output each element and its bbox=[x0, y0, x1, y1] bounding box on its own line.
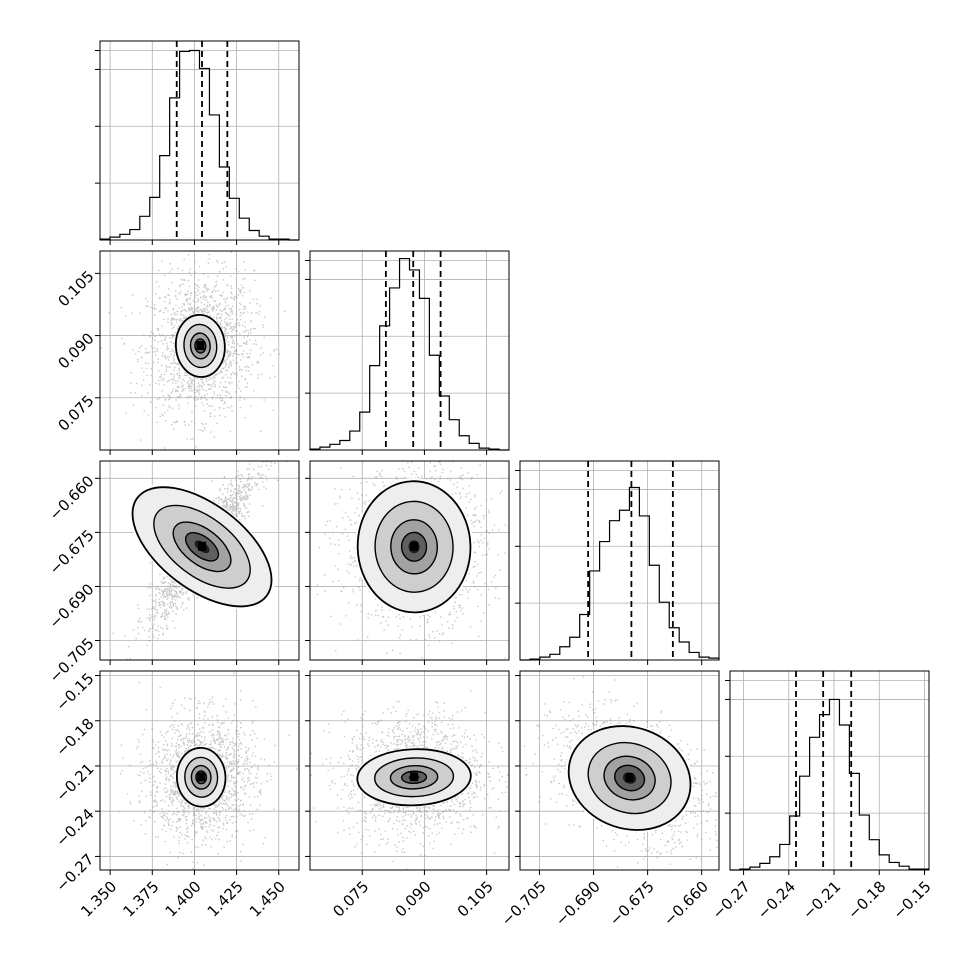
x-tick-label: −0.27 bbox=[709, 878, 754, 923]
panel-content bbox=[100, 461, 299, 660]
density-peak bbox=[410, 772, 419, 782]
histogram-panel-1 bbox=[95, 40, 300, 245]
x-tick-label: 1.350 bbox=[77, 878, 120, 921]
panel-frame bbox=[99, 670, 300, 871]
x-tick-label: −0.18 bbox=[844, 878, 889, 923]
panel-frame bbox=[99, 40, 300, 241]
density-peak bbox=[198, 541, 207, 551]
contour-line bbox=[153, 504, 251, 589]
histogram-steps bbox=[520, 486, 720, 661]
contour-line bbox=[374, 500, 454, 593]
x-tick-label: 0.105 bbox=[454, 878, 497, 921]
x-tick-label: 1.400 bbox=[162, 878, 205, 921]
contour-line bbox=[184, 756, 219, 798]
x-tick-label: 0.090 bbox=[392, 878, 435, 921]
x-tick-label: −0.660 bbox=[660, 878, 712, 930]
y-tick-label: 0.075 bbox=[54, 392, 97, 435]
contour-line bbox=[174, 313, 226, 378]
histogram-steps bbox=[99, 49, 299, 241]
x-tick-label: 1.375 bbox=[119, 878, 162, 921]
contour-line bbox=[603, 755, 656, 801]
histogram-panel-2 bbox=[305, 250, 510, 455]
contour-line bbox=[175, 747, 227, 808]
contour-line bbox=[131, 486, 273, 608]
panel-frame bbox=[519, 460, 720, 661]
panel-frame bbox=[729, 670, 930, 871]
scatter-panel-4-2: 0.075 0.090 0.105 bbox=[305, 670, 510, 921]
panel-frame bbox=[99, 250, 300, 451]
contour-line bbox=[373, 757, 455, 798]
contour-line bbox=[189, 332, 211, 360]
contour-line bbox=[587, 741, 672, 815]
contour-line bbox=[567, 725, 692, 831]
x-tick-label: −0.705 bbox=[498, 878, 550, 930]
contour-line bbox=[400, 531, 428, 562]
scatter-panel-4-1: 1.350 1.375 1.400 1.425 1.450 −0.27−0.24−0.21… bbox=[52, 669, 300, 921]
contour-line bbox=[190, 764, 212, 790]
scatter-panel-2-1: 0.075 0.090 0.105 bbox=[54, 250, 300, 455]
y-tick-label: 0.105 bbox=[54, 267, 97, 310]
histogram-steps bbox=[309, 257, 509, 451]
x-tick-label: 1.450 bbox=[246, 878, 289, 921]
y-tick-label: −0.27 bbox=[52, 850, 97, 895]
contour-line bbox=[172, 521, 232, 573]
contour-line bbox=[184, 532, 220, 562]
histogram-panel-4: −0.27 −0.24 −0.21 −0.18 −0.15 bbox=[709, 670, 935, 923]
scatter-panel-3-2 bbox=[305, 460, 510, 665]
x-tick-label: 0.075 bbox=[329, 878, 372, 921]
density-peak bbox=[197, 772, 206, 782]
y-tick-label: −0.21 bbox=[52, 760, 97, 805]
density-peak bbox=[410, 541, 419, 551]
contour-line bbox=[195, 770, 208, 785]
contour-line bbox=[356, 748, 472, 807]
y-tick-label: −0.675 bbox=[46, 526, 98, 578]
x-tick-label: −0.15 bbox=[889, 878, 934, 923]
y-tick-label: −0.24 bbox=[52, 805, 97, 850]
y-tick-label: −0.18 bbox=[52, 715, 97, 760]
contour-line bbox=[400, 770, 428, 785]
scatter-panel-3-1: −0.705−0.690−0.675−0.660 bbox=[46, 460, 300, 686]
panel-content bbox=[310, 671, 509, 870]
panel-frame bbox=[309, 460, 510, 661]
density-peak bbox=[196, 340, 205, 350]
x-tick-label: −0.24 bbox=[754, 878, 799, 923]
contour-line bbox=[390, 519, 438, 575]
contour-line bbox=[356, 480, 472, 614]
density-peak bbox=[625, 773, 634, 783]
panel-frame bbox=[309, 250, 510, 451]
panel-frame bbox=[99, 460, 300, 661]
contour-line bbox=[389, 764, 439, 790]
x-tick-label: −0.675 bbox=[606, 878, 658, 930]
panel-content bbox=[310, 461, 509, 660]
panel-content bbox=[520, 671, 719, 870]
panel-frame bbox=[519, 670, 720, 871]
x-tick-label: −0.21 bbox=[799, 878, 844, 923]
y-tick-label: −0.660 bbox=[46, 472, 98, 524]
x-tick-label: −0.690 bbox=[552, 878, 604, 930]
y-tick-label: 0.090 bbox=[54, 329, 97, 372]
y-tick-label: −0.690 bbox=[46, 580, 98, 632]
histogram-steps bbox=[730, 698, 930, 871]
panel-content bbox=[100, 671, 299, 870]
panel-frame bbox=[309, 670, 510, 871]
x-tick-label: 1.425 bbox=[204, 878, 247, 921]
contour-line bbox=[183, 323, 218, 369]
contour-line bbox=[614, 764, 646, 792]
histogram-panel-3 bbox=[515, 460, 720, 665]
contour-line bbox=[194, 338, 207, 354]
panel-content bbox=[100, 251, 299, 450]
